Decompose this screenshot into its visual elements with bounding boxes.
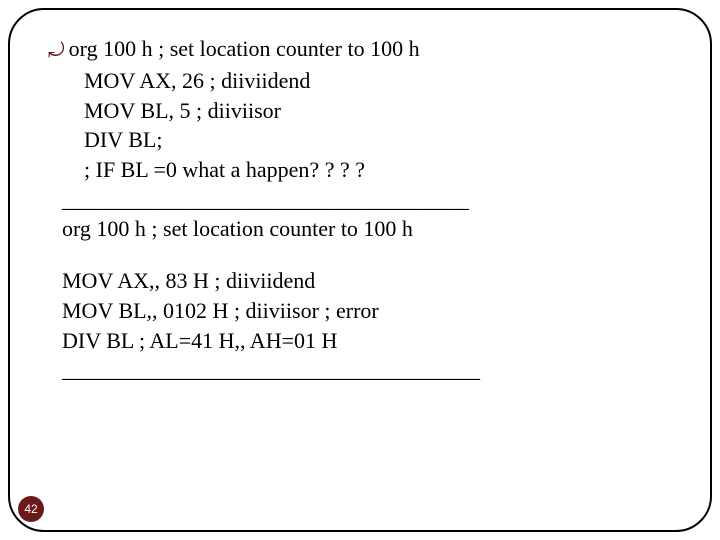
body-line-1: MOV BL,, 0102 H ; diiviisor ; error (62, 296, 674, 326)
indented-line-3: ; IF BL =0 what a happen? ? ? ? (84, 155, 674, 185)
bullet-line: ⤾ org 100 h ; set location counter to 10… (48, 36, 674, 62)
bullet-icon: ⤾ (48, 40, 65, 63)
indented-line-2: DIV BL; (84, 125, 674, 155)
divider-1: _____________________________________ (62, 185, 674, 215)
org-line-2: org 100 h ; set location counter to 100 … (62, 214, 674, 244)
slide-frame: ⤾ org 100 h ; set location counter to 10… (8, 8, 712, 532)
page-number-badge: 42 (18, 496, 44, 522)
indented-line-1: MOV BL, 5 ; diiviisor (84, 96, 674, 126)
body-line-2: DIV BL ; AL=41 H,, AH=01 H (62, 326, 674, 356)
indented-line-0: MOV AX, 26 ; diiviidend (84, 66, 674, 96)
body-line-0: MOV AX,, 83 H ; diiviidend (62, 266, 674, 296)
page-number: 42 (24, 502, 37, 516)
bullet-text: org 100 h ; set location counter to 100 … (69, 36, 420, 62)
divider-2: ______________________________________ (62, 355, 674, 385)
spacer (56, 244, 674, 266)
